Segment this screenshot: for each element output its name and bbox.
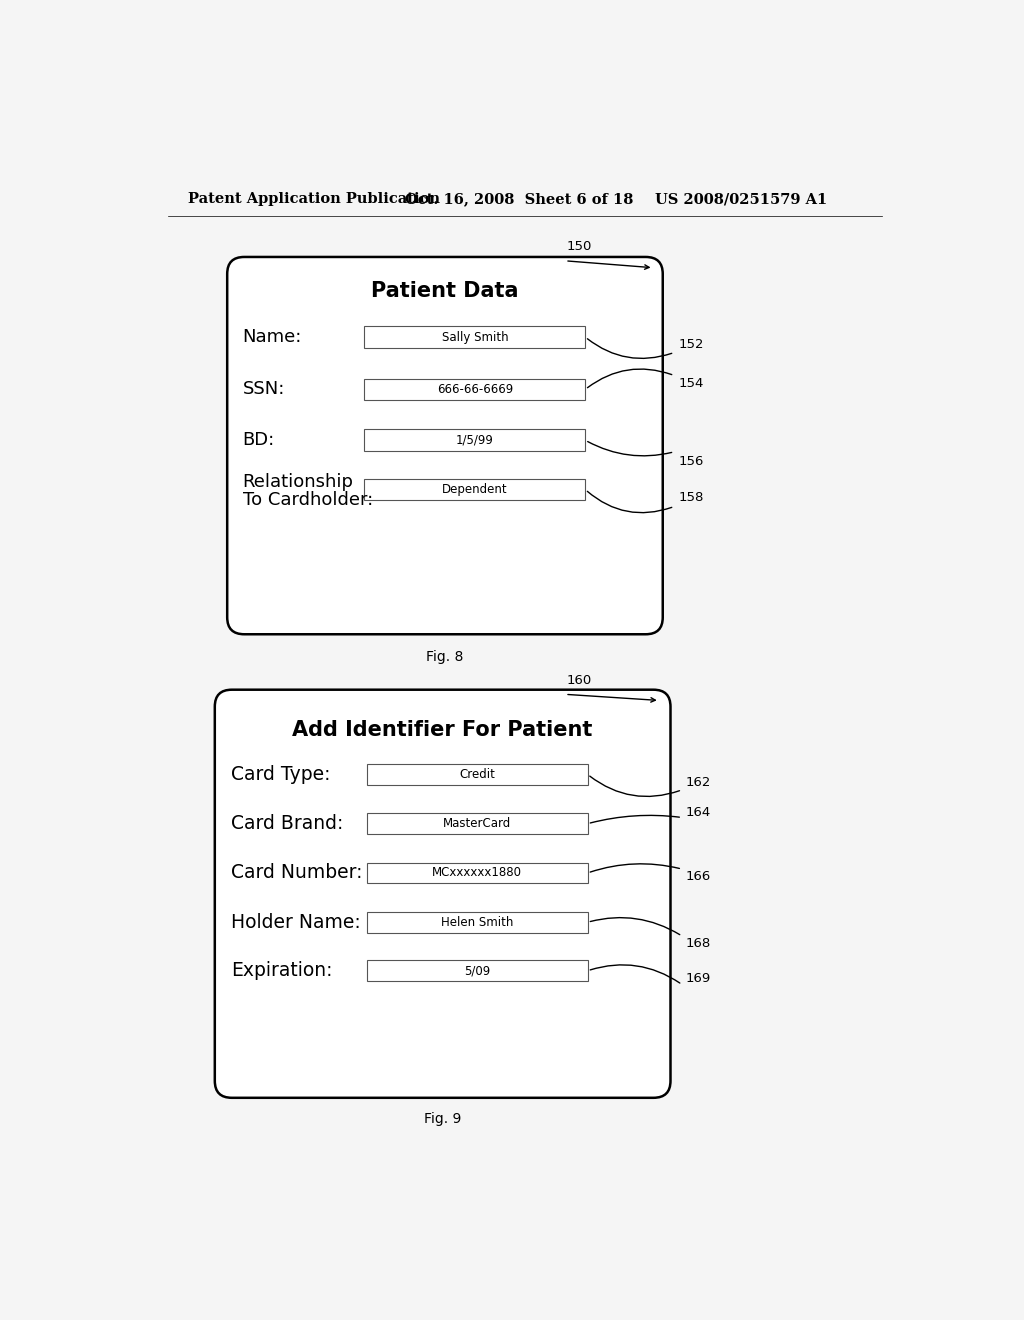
Bar	[365, 379, 586, 400]
Text: Oct. 16, 2008  Sheet 6 of 18: Oct. 16, 2008 Sheet 6 of 18	[406, 193, 634, 206]
Text: Dependent: Dependent	[442, 483, 508, 496]
Bar	[367, 862, 588, 883]
FancyBboxPatch shape	[215, 689, 671, 1098]
Text: Fig. 9: Fig. 9	[424, 1113, 462, 1126]
FancyBboxPatch shape	[227, 257, 663, 635]
Text: 5/09: 5/09	[464, 964, 490, 977]
Bar	[365, 429, 586, 451]
Text: 158: 158	[678, 491, 703, 504]
Bar	[367, 813, 588, 834]
Text: Relationship: Relationship	[243, 473, 353, 491]
Text: 666-66-6669: 666-66-6669	[436, 383, 513, 396]
Text: MasterCard: MasterCard	[443, 817, 511, 830]
Bar	[367, 961, 588, 981]
Text: Patent Application Publication: Patent Application Publication	[188, 193, 440, 206]
Text: Name:: Name:	[243, 329, 302, 346]
Text: Helen Smith: Helen Smith	[441, 916, 513, 929]
Text: 1/5/99: 1/5/99	[456, 434, 494, 446]
Text: 168: 168	[686, 937, 712, 950]
Text: Patient Data: Patient Data	[372, 281, 519, 301]
Text: Holder Name:: Holder Name:	[231, 912, 360, 932]
Text: SSN:: SSN:	[243, 380, 285, 399]
Text: Card Brand:: Card Brand:	[231, 814, 343, 833]
Text: 169: 169	[686, 972, 712, 985]
Bar	[365, 326, 586, 348]
Bar	[367, 764, 588, 785]
Text: Card Type:: Card Type:	[231, 764, 331, 784]
Text: Fig. 8: Fig. 8	[426, 651, 464, 664]
Text: MCxxxxxx1880: MCxxxxxx1880	[432, 866, 522, 879]
Text: US 2008/0251579 A1: US 2008/0251579 A1	[655, 193, 827, 206]
Bar	[367, 912, 588, 933]
Text: Card Number:: Card Number:	[231, 863, 362, 883]
Text: 166: 166	[686, 870, 712, 883]
Text: 164: 164	[686, 805, 712, 818]
Text: 156: 156	[678, 455, 703, 469]
Text: Add Identifier For Patient: Add Identifier For Patient	[293, 719, 593, 739]
Text: 152: 152	[678, 338, 703, 351]
Text: To Cardholder:: To Cardholder:	[243, 491, 373, 510]
Text: 154: 154	[678, 376, 703, 389]
Text: BD:: BD:	[243, 432, 275, 449]
Text: Credit: Credit	[459, 768, 495, 781]
Text: 160: 160	[566, 675, 592, 686]
Text: 162: 162	[686, 776, 712, 788]
Bar	[365, 479, 586, 500]
Text: Sally Smith: Sally Smith	[441, 330, 508, 343]
Text: Expiration:: Expiration:	[231, 961, 333, 981]
Text: 150: 150	[566, 240, 592, 253]
